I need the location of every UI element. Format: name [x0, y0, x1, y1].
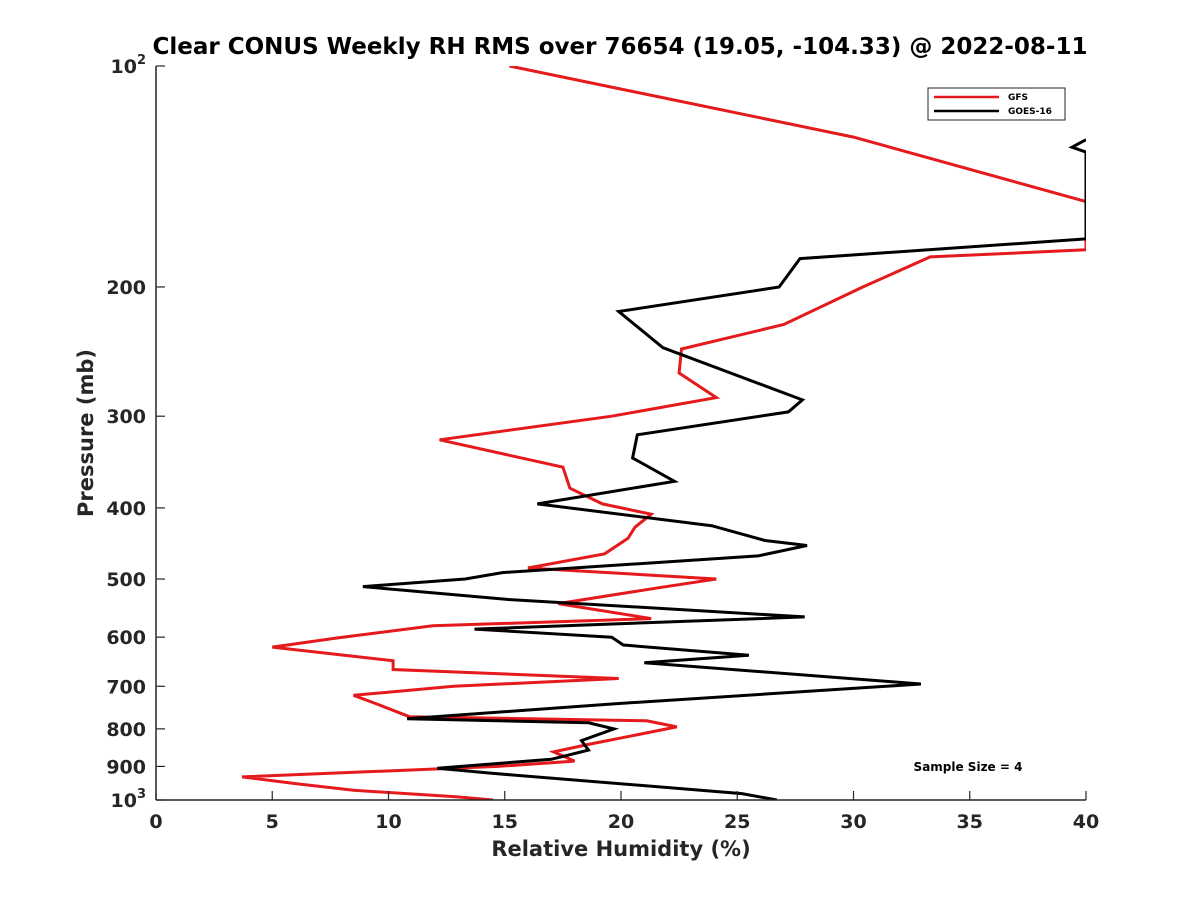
y-tick-label: 800	[106, 719, 146, 741]
y-tick-label: 103	[111, 787, 147, 812]
x-axis-label: Relative Humidity (%)	[491, 837, 750, 861]
x-tick-label: 0	[149, 811, 162, 833]
series-layer	[241, 66, 1086, 800]
y-tick-label: 900	[106, 756, 146, 778]
series-line-goes16	[362, 138, 1086, 800]
x-tick-label: 40	[1073, 811, 1099, 833]
x-tick-label: 5	[266, 811, 279, 833]
x-tick-label: 30	[840, 811, 866, 833]
y-tick-label: 600	[106, 627, 146, 649]
chart-title: Clear CONUS Weekly RH RMS over 76654 (19…	[153, 34, 1088, 60]
plot-area: 0 5 10 15 20 25 30 35 40 102 200 300 400 500 600 700 800…	[106, 53, 1099, 833]
x-tick-label: 25	[724, 811, 750, 833]
legend: GFS GOES-16	[927, 87, 1066, 121]
series-line-gfs	[241, 66, 1086, 800]
y-axis-label: Pressure (mb)	[74, 349, 98, 517]
x-tick-label: 35	[957, 811, 983, 833]
x-tick-label: 20	[608, 811, 634, 833]
y-tick-label: 300	[106, 406, 146, 428]
sample-size-annotation: Sample Size = 4	[914, 760, 1023, 774]
legend-box	[927, 87, 1066, 121]
x-tick-label: 10	[375, 811, 401, 833]
y-tick-label: 102	[111, 53, 147, 78]
y-tick-label: 500	[106, 569, 146, 591]
legend-label-gfs: GFS	[1008, 93, 1028, 103]
tick-layer: 0 5 10 15 20 25 30 35 40 102 200 300 400 500 600 700 800…	[106, 53, 1099, 833]
axes-layer	[155, 66, 1086, 801]
legend-label-goes16: GOES-16	[1008, 107, 1052, 117]
y-tick-label: 200	[106, 277, 146, 299]
y-tick-label: 700	[106, 676, 146, 698]
x-tick-label: 15	[492, 811, 518, 833]
y-tick-label: 400	[106, 498, 146, 520]
